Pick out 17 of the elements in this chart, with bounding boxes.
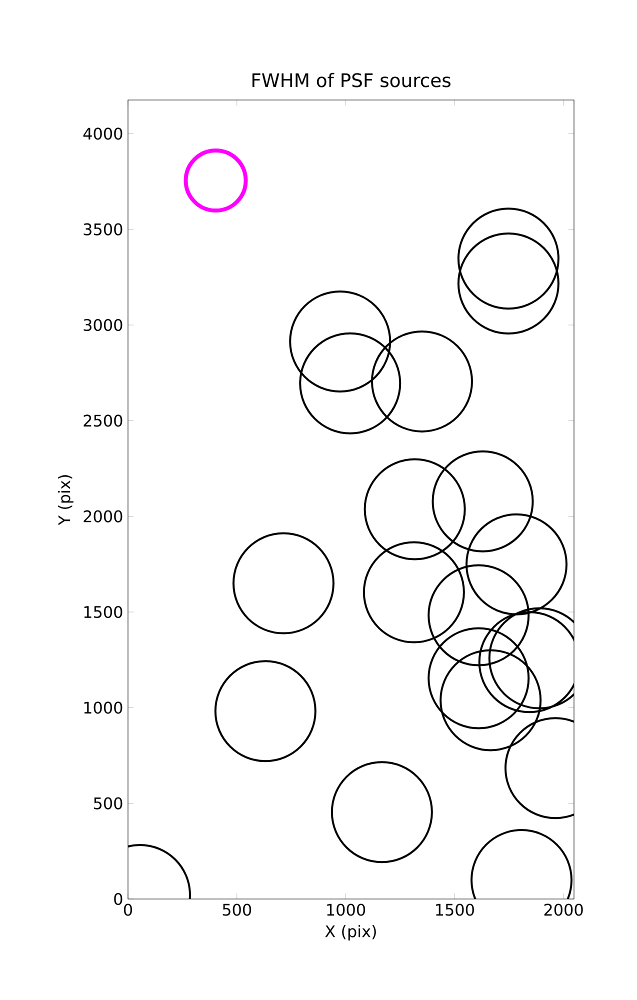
x-tick-label: 0 — [124, 904, 132, 916]
y-tick-label: 1500 — [84, 606, 122, 618]
x-tick-label: 1500 — [436, 904, 474, 916]
y-tick-label: 2000 — [84, 510, 122, 522]
y-tick-label: 3000 — [84, 318, 122, 332]
y-tick-label: 1000 — [84, 702, 122, 714]
y-axis-title: Y (pix) — [58, 475, 74, 526]
x-tick-label: 1000 — [327, 904, 366, 916]
x-axis-title: X (pix) — [325, 924, 376, 940]
x-tick-label: 500 — [222, 904, 252, 916]
y-tick-label: 500 — [94, 797, 122, 810]
y-tick-label: 4000 — [83, 128, 122, 140]
y-tick-label: 0 — [114, 892, 122, 906]
chart-title: FWHM of PSF sources — [252, 72, 450, 88]
y-tick-label: 3500 — [84, 223, 122, 236]
y-tick-label: 2500 — [84, 414, 122, 427]
x-tick-label: 2000 — [544, 904, 583, 916]
